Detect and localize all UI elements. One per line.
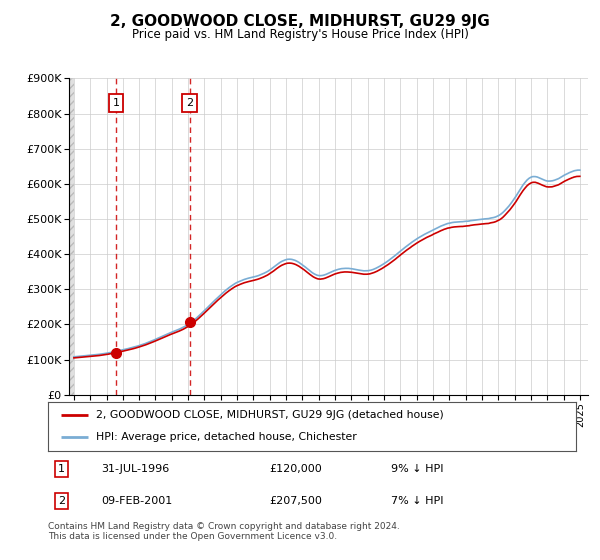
Text: 2: 2 [58, 496, 65, 506]
Text: 1: 1 [58, 464, 65, 474]
Text: 1: 1 [113, 98, 119, 108]
Bar [69, 78, 74, 395]
Text: 9% ↓ HPI: 9% ↓ HPI [391, 464, 444, 474]
Text: 2, GOODWOOD CLOSE, MIDHURST, GU29 9JG (detached house): 2, GOODWOOD CLOSE, MIDHURST, GU29 9JG (d… [95, 410, 443, 420]
Text: 31-JUL-1996: 31-JUL-1996 [101, 464, 169, 474]
Text: 2: 2 [187, 98, 193, 108]
Text: HPI: Average price, detached house, Chichester: HPI: Average price, detached house, Chic… [95, 432, 356, 442]
Text: 7% ↓ HPI: 7% ↓ HPI [391, 496, 444, 506]
Text: £120,000: £120,000 [270, 464, 323, 474]
Text: £207,500: £207,500 [270, 496, 323, 506]
Text: 09-FEB-2001: 09-FEB-2001 [101, 496, 172, 506]
Text: Price paid vs. HM Land Registry's House Price Index (HPI): Price paid vs. HM Land Registry's House … [131, 28, 469, 41]
Text: Contains HM Land Registry data © Crown copyright and database right 2024.
This d: Contains HM Land Registry data © Crown c… [48, 522, 400, 542]
Text: 2, GOODWOOD CLOSE, MIDHURST, GU29 9JG: 2, GOODWOOD CLOSE, MIDHURST, GU29 9JG [110, 14, 490, 29]
